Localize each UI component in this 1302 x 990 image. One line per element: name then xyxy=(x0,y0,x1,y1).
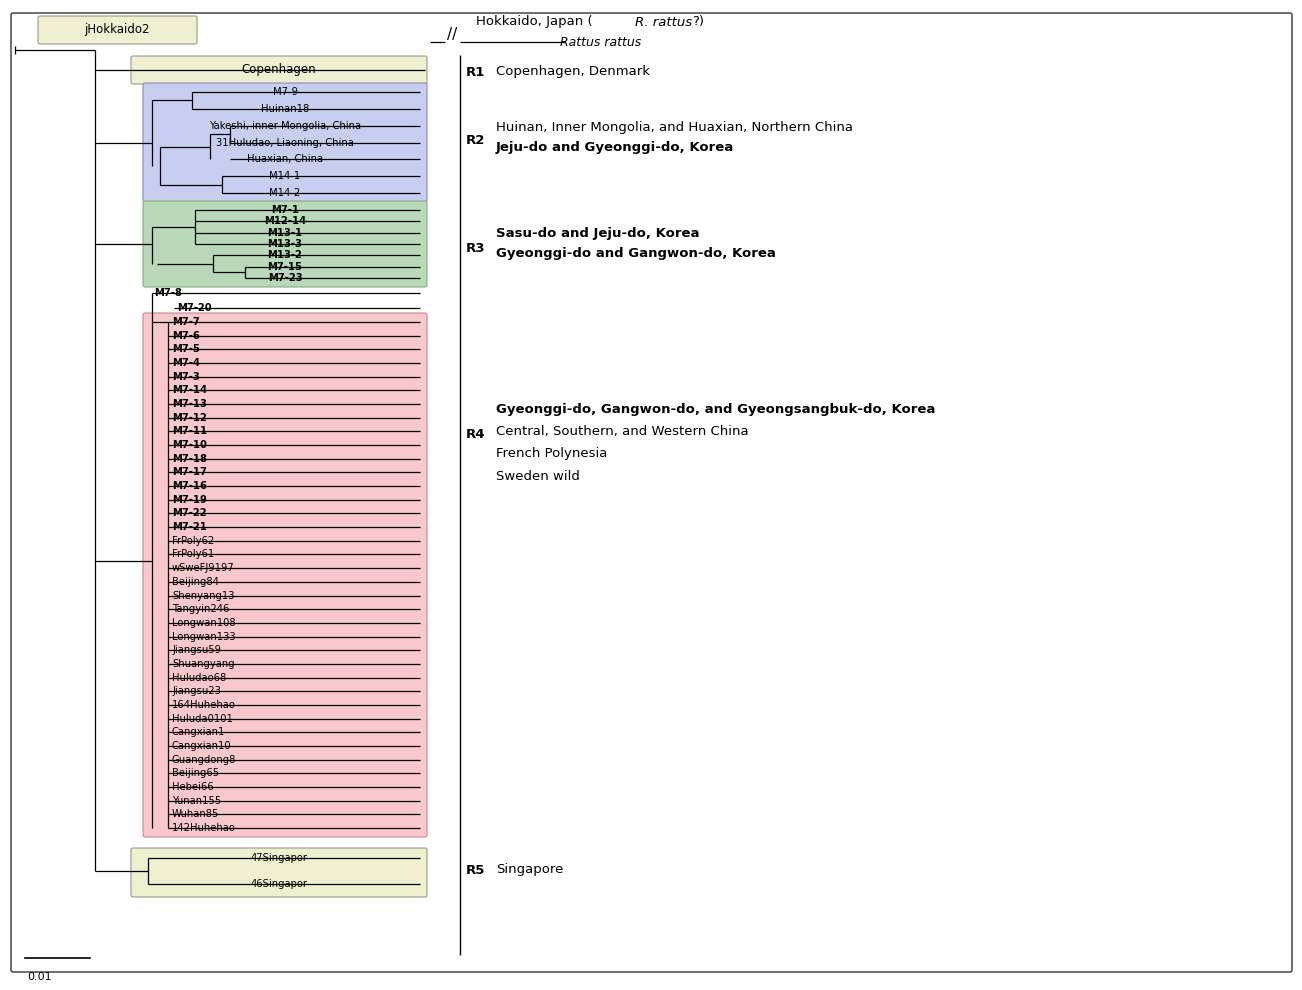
Text: Huluda0101: Huluda0101 xyxy=(172,714,233,724)
Text: Singapore: Singapore xyxy=(496,863,564,876)
Text: M7-4: M7-4 xyxy=(172,358,201,368)
Text: ?): ?) xyxy=(691,16,704,29)
Text: Guangdong8: Guangdong8 xyxy=(172,754,237,764)
Text: R1: R1 xyxy=(466,65,486,78)
Text: Tangyin246: Tangyin246 xyxy=(172,604,229,614)
Text: Longwan133: Longwan133 xyxy=(172,632,236,642)
Text: M7-13: M7-13 xyxy=(172,399,207,409)
Text: R4: R4 xyxy=(466,429,486,442)
Text: M7-3: M7-3 xyxy=(172,371,199,382)
Text: Hokkaido, Japan (: Hokkaido, Japan ( xyxy=(477,16,592,29)
Text: Jeju-do and Gyeonggi-do, Korea: Jeju-do and Gyeonggi-do, Korea xyxy=(496,142,734,154)
Text: M12-14: M12-14 xyxy=(264,217,306,227)
Text: Yakeshi, inner Mongolia, China: Yakeshi, inner Mongolia, China xyxy=(208,121,361,131)
Text: Cangxian1: Cangxian1 xyxy=(172,728,225,738)
Text: jHokkaido2: jHokkaido2 xyxy=(85,24,150,37)
Text: M7-21: M7-21 xyxy=(172,522,207,533)
Text: M7-7: M7-7 xyxy=(172,317,199,327)
Text: M7-19: M7-19 xyxy=(172,495,207,505)
Text: Beijing65: Beijing65 xyxy=(172,768,219,778)
Text: 31Huludao, Liaoning, China: 31Huludao, Liaoning, China xyxy=(216,138,354,148)
FancyBboxPatch shape xyxy=(38,16,197,44)
Text: M7-23: M7-23 xyxy=(268,273,302,283)
Text: R2: R2 xyxy=(466,134,486,147)
Text: Sasu-do and Jeju-do, Korea: Sasu-do and Jeju-do, Korea xyxy=(496,227,699,240)
Text: //: // xyxy=(447,28,457,43)
Text: FrPoly61: FrPoly61 xyxy=(172,549,215,559)
Text: Sweden wild: Sweden wild xyxy=(496,469,579,482)
Text: Beijing84: Beijing84 xyxy=(172,577,219,587)
Text: Gyeonggi-do and Gangwon-do, Korea: Gyeonggi-do and Gangwon-do, Korea xyxy=(496,247,776,259)
Text: M7-17: M7-17 xyxy=(172,467,207,477)
Text: M7-5: M7-5 xyxy=(172,345,201,354)
Text: M7-1: M7-1 xyxy=(271,205,299,215)
FancyBboxPatch shape xyxy=(132,848,427,897)
Text: M7-20: M7-20 xyxy=(177,303,212,313)
FancyBboxPatch shape xyxy=(143,83,427,202)
Text: Shenyang13: Shenyang13 xyxy=(172,590,234,601)
Text: R3: R3 xyxy=(466,242,486,254)
Text: M14-1: M14-1 xyxy=(270,171,301,181)
Text: R5: R5 xyxy=(466,863,486,876)
Text: Huludao68: Huludao68 xyxy=(172,672,227,682)
Text: Gyeonggi-do, Gangwon-do, and Gyeongsangbuk-do, Korea: Gyeonggi-do, Gangwon-do, and Gyeongsangb… xyxy=(496,404,935,417)
Text: M7-12: M7-12 xyxy=(172,413,207,423)
Text: M7-14: M7-14 xyxy=(172,385,207,395)
Text: Shuangyang: Shuangyang xyxy=(172,659,234,669)
Text: R. rattus: R. rattus xyxy=(635,16,693,29)
Text: M7-9: M7-9 xyxy=(272,87,297,97)
Text: M7-8: M7-8 xyxy=(154,288,182,298)
Text: Rattus rattus: Rattus rattus xyxy=(560,37,642,50)
Text: Huinan18: Huinan18 xyxy=(260,104,309,114)
Text: M7-10: M7-10 xyxy=(172,441,207,450)
Text: M7-22: M7-22 xyxy=(172,509,207,519)
Text: 142Huhehao: 142Huhehao xyxy=(172,823,236,833)
Text: M14-2: M14-2 xyxy=(270,188,301,198)
Text: Huaxian, China: Huaxian, China xyxy=(247,154,323,164)
Text: 0.01: 0.01 xyxy=(27,972,52,982)
Text: M13-2: M13-2 xyxy=(268,250,302,260)
Text: M13-3: M13-3 xyxy=(268,239,302,249)
Text: Hebei66: Hebei66 xyxy=(172,782,214,792)
Text: M7-15: M7-15 xyxy=(267,261,302,271)
Text: Longwan108: Longwan108 xyxy=(172,618,236,628)
FancyBboxPatch shape xyxy=(10,13,1292,972)
Text: M13-1: M13-1 xyxy=(267,228,302,238)
Text: M7-16: M7-16 xyxy=(172,481,207,491)
Text: wSweFJ9197: wSweFJ9197 xyxy=(172,563,234,573)
Text: M7-18: M7-18 xyxy=(172,453,207,463)
Text: M7-6: M7-6 xyxy=(172,331,201,341)
FancyBboxPatch shape xyxy=(143,313,427,837)
Text: M7-11: M7-11 xyxy=(172,427,207,437)
Text: Yunan155: Yunan155 xyxy=(172,796,221,806)
Text: Jiangsu23: Jiangsu23 xyxy=(172,686,221,696)
Text: French Polynesia: French Polynesia xyxy=(496,447,607,460)
Text: 47Singapor: 47Singapor xyxy=(250,853,307,863)
Text: Copenhagen: Copenhagen xyxy=(242,63,316,76)
Text: Central, Southern, and Western China: Central, Southern, and Western China xyxy=(496,426,749,439)
Text: Huinan, Inner Mongolia, and Huaxian, Northern China: Huinan, Inner Mongolia, and Huaxian, Nor… xyxy=(496,122,853,135)
Text: Wuhan85: Wuhan85 xyxy=(172,809,219,820)
Text: FrPoly62: FrPoly62 xyxy=(172,536,215,545)
Text: 164Huhehao: 164Huhehao xyxy=(172,700,236,710)
FancyBboxPatch shape xyxy=(143,201,427,287)
FancyBboxPatch shape xyxy=(132,56,427,84)
Text: Copenhagen, Denmark: Copenhagen, Denmark xyxy=(496,65,650,78)
Text: Cangxian10: Cangxian10 xyxy=(172,741,232,751)
Text: 46Singapor: 46Singapor xyxy=(250,879,307,889)
Text: Jiangsu59: Jiangsu59 xyxy=(172,645,221,655)
